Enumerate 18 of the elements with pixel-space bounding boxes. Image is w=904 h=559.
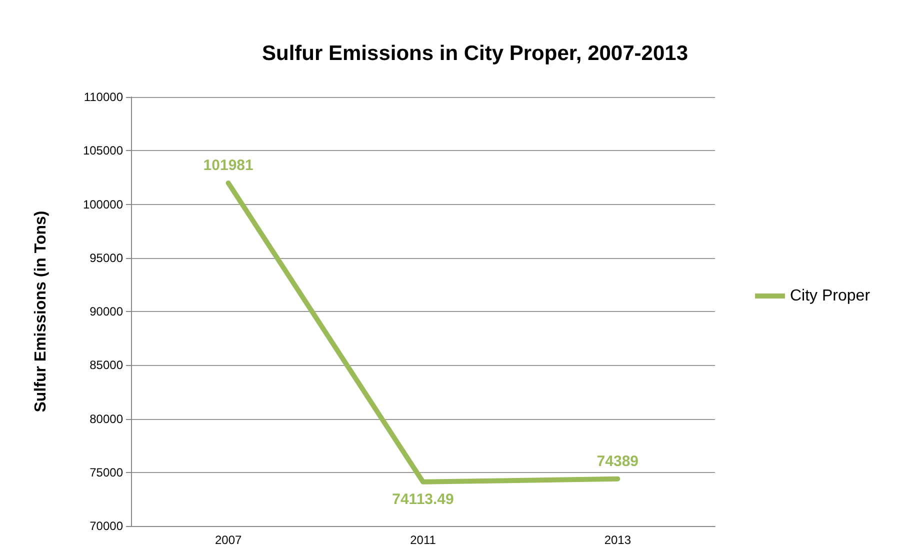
y-tick-label: 110000 [84, 90, 124, 104]
y-tick-label: 100000 [82, 197, 124, 212]
y-axis-title: Sulfur Emissions (in Tons) [32, 210, 50, 412]
y-tick-label: 75000 [90, 465, 124, 480]
x-tick-label: 2007 [214, 533, 242, 547]
data-label: 74113.49 [392, 490, 454, 508]
x-tick-label: 2013 [604, 533, 632, 547]
y-tick-label: 95000 [90, 250, 124, 265]
legend-label: City Proper [790, 288, 871, 304]
y-tick-label: 70000 [90, 519, 124, 533]
data-label: 101981 [203, 157, 254, 174]
y-tick-label: 90000 [90, 304, 124, 318]
y-tick-label: 105000 [82, 144, 124, 158]
y-tick-label: 85000 [90, 358, 124, 372]
data-label: 74389 [596, 452, 639, 470]
chart-title: Sulfur Emissions in City Proper, 2007-2013 [262, 42, 688, 65]
x-tick-label: 2011 [410, 533, 436, 547]
y-tick-label: 80000 [90, 412, 124, 426]
